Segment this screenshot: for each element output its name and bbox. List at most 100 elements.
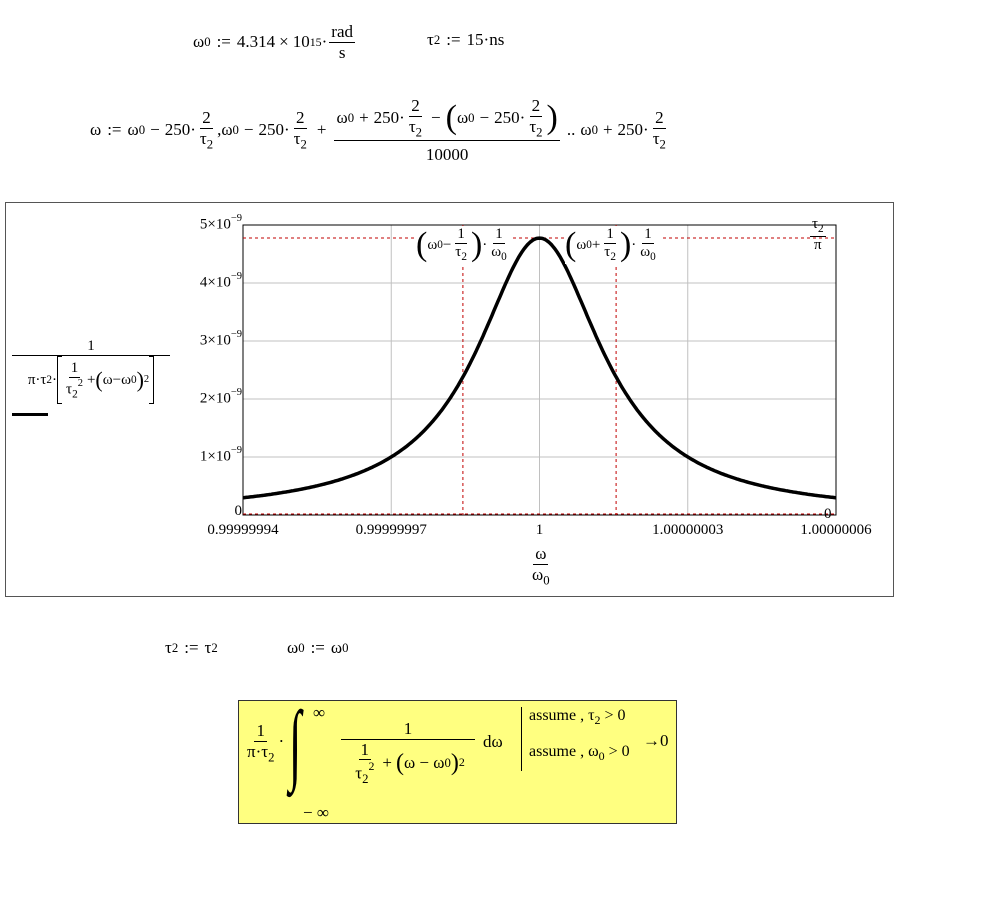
paren: (	[565, 226, 577, 264]
omega: ω	[221, 120, 233, 140]
paren: )	[546, 98, 558, 136]
den: ω0	[489, 244, 509, 264]
num: τ2	[810, 216, 826, 237]
symbolic-evaluation-region[interactable]: 1 π·τ2 · ∫ ∞ − ∞ 1 1 τ22 +(ω − ω 0) 2 dω assu…	[238, 694, 677, 824]
tau: τ	[812, 216, 819, 232]
y-tick-label: 2×10−9	[200, 387, 242, 407]
subscript: 2	[415, 125, 423, 139]
assume-omega: assume , ω0 > 0	[529, 743, 630, 764]
assign-op: :=	[446, 30, 461, 49]
number: 250	[164, 120, 191, 140]
den: π·τ2	[245, 742, 276, 765]
subscript: 0	[298, 640, 305, 655]
tau2-reassign[interactable]: τ 2:= τ 2	[165, 638, 218, 658]
subscript: 2	[206, 137, 214, 152]
num: 2	[529, 96, 543, 117]
num: 1	[12, 338, 170, 357]
unit-den: s	[338, 42, 346, 62]
pi-tau: π·τ	[247, 741, 269, 761]
plot-border	[242, 224, 837, 516]
num: 1	[493, 226, 505, 245]
y-axis-expression[interactable]: 1 π·τ 2 · 1 τ22 +(ω − ω 0) 2	[12, 338, 170, 416]
op: +	[591, 236, 601, 253]
num: 2	[200, 108, 213, 129]
x-axis-expression[interactable]: ω ω0	[528, 544, 554, 588]
num: 1	[642, 226, 654, 245]
fraction: 1 π·τ2	[245, 721, 276, 765]
subscript: 0	[347, 110, 355, 125]
den: 1 τ22 +(ω − ω 0) 2	[349, 740, 467, 787]
subscript: 0	[598, 749, 605, 764]
marker-bottom-label[interactable]: 0	[824, 506, 832, 522]
fraction: 1 τ2	[602, 226, 618, 264]
subscript: 0	[468, 110, 475, 125]
x-tick-label: 0.99999994	[207, 522, 279, 538]
xy-plot-region[interactable]	[5, 202, 894, 597]
comma: ,	[217, 120, 222, 140]
subscript: 2	[594, 713, 601, 728]
y-tick-label: 1×10−9	[200, 445, 242, 465]
subscript: 0	[138, 122, 146, 137]
op: +	[316, 120, 327, 140]
fraction: 2 τ2	[407, 96, 424, 140]
tau: τ	[455, 244, 462, 261]
exponent: −9	[230, 271, 242, 282]
op: −	[112, 371, 122, 388]
omega: ω	[640, 244, 651, 261]
tau: τ	[604, 244, 611, 261]
omega0-reassign[interactable]: ω 0:= ω 0	[287, 638, 348, 658]
den: τ2	[453, 244, 469, 264]
exponent: −9	[230, 387, 242, 398]
den: τ22	[353, 759, 376, 786]
number: 250	[373, 108, 400, 128]
subscript: 2	[536, 125, 543, 139]
marker-top-label[interactable]: τ2 π	[808, 216, 828, 254]
dot: ·	[284, 120, 290, 140]
marker-right-label[interactable]: (ω 0 + 1 τ2 ) · 1 ω0	[565, 226, 660, 265]
symbol: τ	[427, 30, 434, 49]
num: 1	[455, 226, 467, 245]
value: 15	[466, 30, 484, 49]
subscript: 0	[204, 34, 211, 49]
tau: τ	[66, 381, 73, 398]
subscript: 2	[659, 137, 666, 152]
den: 10000	[425, 144, 469, 164]
upper-limit: ∞	[313, 703, 326, 722]
subscript: 2	[610, 251, 616, 264]
modifier-bar	[521, 707, 522, 771]
superscript: 2	[77, 377, 83, 389]
dot: ·	[52, 371, 58, 388]
den: τ22	[64, 378, 85, 401]
dot: ·	[321, 32, 328, 52]
omega: ω	[456, 108, 469, 128]
integral-sign: ∫	[289, 694, 302, 793]
den: τ2	[651, 129, 668, 152]
den: τ2	[407, 117, 424, 140]
tau: τ	[355, 763, 363, 783]
mantissa: 2×10	[199, 390, 231, 407]
paren: )	[136, 367, 144, 393]
mantissa: 5×10	[199, 216, 231, 233]
times: ×	[279, 32, 289, 52]
result: 0	[660, 731, 669, 750]
op: +	[359, 108, 369, 128]
exponent: −9	[230, 329, 242, 340]
x-tick-label: 1.00000003	[652, 522, 724, 538]
paren: (	[95, 367, 103, 393]
omega: ω	[336, 108, 348, 128]
op: +	[86, 371, 96, 388]
pi-tau: π·τ	[27, 371, 47, 388]
superscript: 2	[143, 374, 150, 386]
den: τ2	[602, 244, 618, 264]
dot: ·	[643, 120, 649, 140]
num: 2	[653, 108, 666, 129]
marker-left-label[interactable]: (ω 0− 1 τ2 ) · 1 ω0	[416, 226, 511, 265]
op: −	[442, 236, 452, 253]
num: 1	[358, 739, 372, 761]
num: 2	[294, 108, 307, 129]
